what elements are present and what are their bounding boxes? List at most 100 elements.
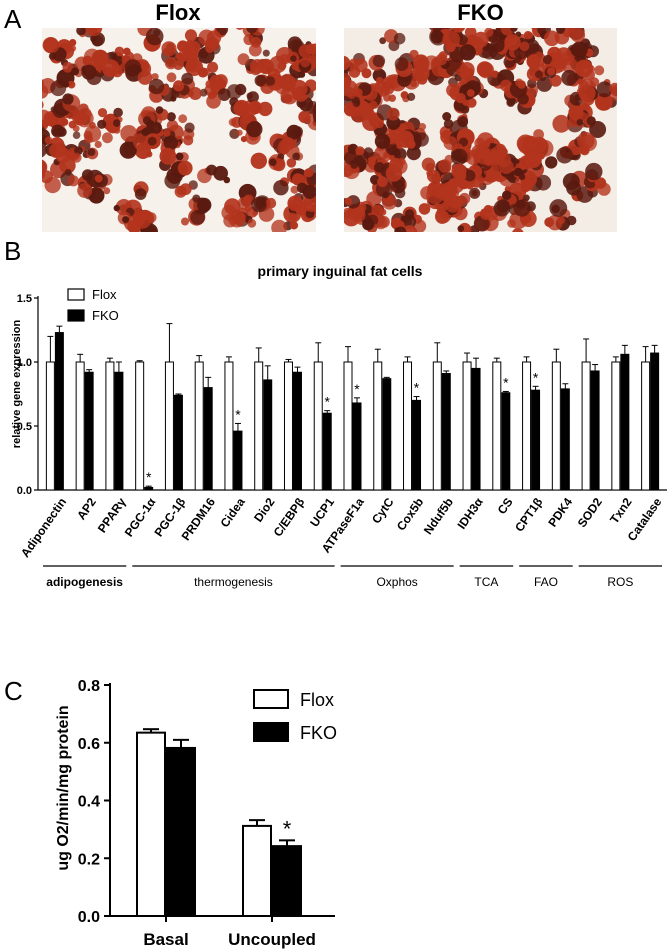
cell-blob (62, 61, 74, 73)
legend-b-fko-swatch (67, 309, 85, 322)
cell-blob (512, 228, 524, 232)
chart-b-title: primary inguinal fat cells (258, 263, 423, 279)
cell-blob (63, 81, 70, 88)
cell-blob (577, 78, 584, 85)
micrograph-fko (344, 28, 617, 232)
cell-blob (120, 125, 138, 142)
cell-blob (442, 112, 452, 121)
cell-blob (141, 128, 150, 137)
panel-letter-b: B (4, 236, 22, 266)
cell-blob (435, 183, 454, 201)
cell-blob (265, 197, 277, 209)
chart-b-ytick-label: 0.0 (17, 485, 32, 497)
cell-blob (526, 32, 534, 39)
cell-blob (300, 57, 311, 68)
cell-blob (371, 204, 384, 217)
chart-b-bar (522, 361, 532, 491)
cell-blob (237, 53, 250, 66)
chart-b-ytick-label: 1.0 (17, 357, 32, 369)
cell-blob (77, 183, 93, 198)
cell-blob (350, 207, 366, 223)
cell-blob (271, 219, 288, 232)
cell-blob (578, 84, 596, 102)
cell-blob (119, 141, 137, 159)
cell-blob (374, 162, 385, 173)
cell-blob (289, 221, 299, 230)
cell-blob (400, 215, 408, 223)
cell-blob (393, 32, 406, 45)
cell-blob (450, 195, 464, 210)
legend-b-flox-swatch (67, 288, 85, 301)
chart-b-bar (313, 361, 323, 491)
cell-blob (580, 134, 597, 152)
cell-blob (55, 147, 71, 164)
cell-blob (303, 194, 316, 212)
cell-blob (145, 28, 164, 46)
cell-blob (159, 147, 177, 165)
chart-b-bar (283, 361, 293, 491)
cell-blob (563, 29, 571, 38)
chart-b-group-label: Oxphos (376, 575, 417, 589)
cell-blob (181, 72, 194, 85)
cell-blob (173, 80, 185, 92)
chart-c-bar (136, 731, 166, 917)
cell-blob (286, 158, 297, 168)
chart-b-category-label: Txn2 (607, 495, 635, 526)
cell-blob (585, 162, 603, 181)
cell-blob (452, 28, 466, 33)
cell-blob (258, 101, 273, 117)
cell-blob (589, 77, 600, 87)
cell-blob (62, 93, 74, 105)
cell-blob (594, 93, 613, 111)
gene-expression-chart: primary inguinal fat cells relative gene… (11, 263, 667, 589)
cell-blob (404, 209, 415, 219)
cell-blob (445, 42, 456, 53)
cell-blob (43, 37, 60, 54)
cell-blob (374, 118, 384, 129)
cell-blob (465, 149, 482, 166)
chart-b-bar (373, 361, 383, 491)
cell-blob (69, 39, 77, 47)
chart-b-category-label: UCP1 (307, 495, 337, 530)
cell-blob (392, 148, 401, 157)
cell-blob (184, 122, 195, 133)
chart-b-ylabel: relative gene expression (11, 320, 23, 449)
chart-b-bar (462, 361, 472, 491)
chart-b-category-label: Nduf5b (421, 495, 456, 537)
cell-blob (113, 119, 121, 127)
cell-blob (355, 146, 365, 156)
cell-blob (42, 79, 44, 88)
cell-blob (290, 185, 299, 194)
cell-blob (394, 227, 401, 232)
cell-blob (302, 184, 316, 199)
chart-b-bar (263, 379, 273, 491)
chart-b-bar (531, 389, 541, 491)
cell-blob (163, 129, 171, 137)
cell-blob (388, 94, 396, 102)
cell-blob (103, 187, 111, 195)
chart-b-significance: * (503, 374, 509, 390)
cell-blob (455, 92, 466, 104)
chart-b-category-label: CytC (369, 495, 397, 526)
cell-blob (552, 114, 571, 133)
cell-blob (303, 168, 312, 177)
chart-c-ytick-label: 0.8 (78, 678, 100, 695)
cell-blob (248, 43, 262, 57)
cell-blob (48, 52, 57, 60)
cell-blob (510, 28, 518, 32)
cell-blob (524, 39, 540, 55)
cell-blob (247, 218, 257, 228)
cell-blob (81, 64, 97, 80)
cell-blob (184, 29, 198, 42)
cell-blob (443, 136, 458, 151)
cell-blob (42, 109, 52, 128)
cell-blob (148, 78, 165, 95)
cell-blob (179, 183, 192, 196)
cell-blob (236, 212, 246, 222)
chart-b-bar (501, 392, 511, 491)
cell-blob (114, 46, 125, 57)
chart-b-bar (432, 361, 442, 491)
legend-b-flox-label: Flox (92, 287, 117, 302)
cell-blob (362, 113, 380, 131)
cell-blob (133, 211, 152, 229)
